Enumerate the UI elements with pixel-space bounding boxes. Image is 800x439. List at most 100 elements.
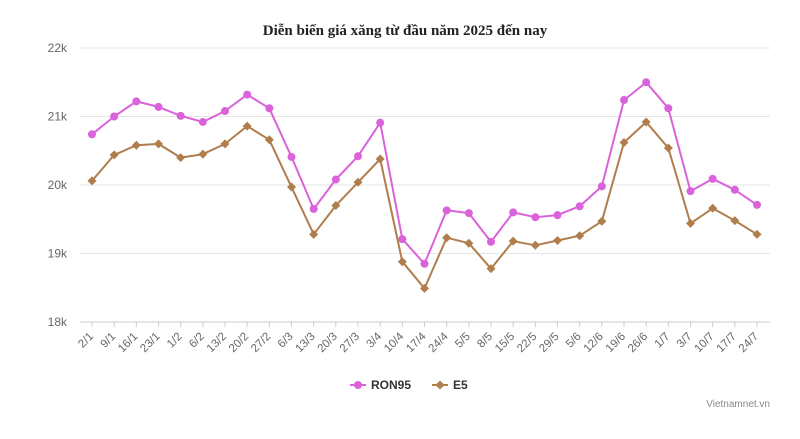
legend-item-e5[interactable]: E5 <box>432 378 468 392</box>
x-tick-label: 19/6 <box>604 331 628 355</box>
data-point[interactable] <box>354 152 362 161</box>
data-point[interactable] <box>464 238 474 248</box>
data-point[interactable] <box>509 208 518 217</box>
data-point[interactable] <box>508 236 518 246</box>
data-point[interactable] <box>708 174 717 183</box>
x-tick-label: 27/2 <box>249 331 273 355</box>
data-point[interactable] <box>464 209 473 218</box>
data-point[interactable] <box>353 177 363 187</box>
x-tick-label: 20/2 <box>227 331 251 355</box>
data-point[interactable] <box>88 130 96 139</box>
data-point[interactable] <box>487 237 495 246</box>
x-axis-ticks: 2/1 9/116/123/1 1/2 6/213/220/227/2 6/313/32… <box>76 322 761 355</box>
data-point[interactable] <box>753 200 761 209</box>
data-point[interactable] <box>132 97 141 106</box>
data-point[interactable] <box>264 135 274 145</box>
y-tick-label: 20k <box>48 178 68 192</box>
x-tick-label: 17/7 <box>715 331 739 355</box>
data-point[interactable] <box>730 216 740 226</box>
data-point[interactable] <box>620 96 628 105</box>
x-tick-label: 22/5 <box>515 331 539 355</box>
y-tick-label: 21k <box>48 110 68 124</box>
x-tick-label: 17/4 <box>404 330 429 355</box>
data-point[interactable] <box>309 229 319 239</box>
data-point[interactable] <box>597 216 607 226</box>
x-tick-label: 1/2 <box>165 331 185 351</box>
data-point[interactable] <box>397 257 407 267</box>
data-point[interactable] <box>243 90 252 99</box>
data-point[interactable] <box>242 121 252 131</box>
y-tick-label: 19k <box>48 247 68 261</box>
legend-label: RON95 <box>371 378 411 392</box>
data-point[interactable] <box>530 240 540 250</box>
data-point[interactable] <box>131 140 141 150</box>
data-point[interactable] <box>553 235 562 245</box>
x-tick-label: 10/4 <box>382 330 407 355</box>
data-point[interactable] <box>553 211 562 220</box>
x-tick-label: 3/7 <box>675 331 695 351</box>
gridlines <box>80 47 770 323</box>
x-tick-label: 8/5 <box>475 331 495 351</box>
x-tick-label: 5/6 <box>564 331 584 351</box>
data-point[interactable] <box>708 203 718 213</box>
data-point[interactable] <box>641 117 651 127</box>
y-tick-label: 18k <box>48 315 68 329</box>
y-axis-ticks: 18k 19k 20k 21k 22k <box>48 41 68 329</box>
chart-title: Diễn biến giá xăng từ đầu năm 2025 đến n… <box>263 23 548 39</box>
data-point[interactable] <box>597 182 606 191</box>
data-point[interactable] <box>442 233 452 243</box>
data-point[interactable] <box>375 154 385 164</box>
legend-item-ron95[interactable]: RON95 <box>350 378 411 392</box>
data-point[interactable] <box>575 202 584 211</box>
data-point[interactable] <box>420 283 429 293</box>
x-tick-label: 15/5 <box>493 331 517 355</box>
data-point[interactable] <box>154 102 163 111</box>
data-point[interactable] <box>619 138 629 148</box>
x-tick-label: 23/1 <box>138 331 162 355</box>
data-point[interactable] <box>220 139 230 149</box>
data-point[interactable] <box>642 78 651 87</box>
data-point[interactable] <box>198 149 208 159</box>
x-tick-label: 6/2 <box>187 331 207 351</box>
data-point[interactable] <box>287 152 296 161</box>
data-point[interactable] <box>663 143 673 153</box>
y-tick-label: 22k <box>48 41 68 55</box>
data-point[interactable] <box>398 235 407 244</box>
x-tick-label: 1/7 <box>653 331 673 351</box>
data-point[interactable] <box>686 218 695 228</box>
data-point[interactable] <box>287 182 296 192</box>
data-point[interactable] <box>752 229 762 239</box>
data-point[interactable] <box>442 206 451 215</box>
data-point[interactable] <box>221 107 229 116</box>
data-point[interactable] <box>176 153 186 163</box>
legend-marker <box>435 380 445 390</box>
data-point[interactable] <box>486 264 496 274</box>
x-tick-label: 9/1 <box>98 331 118 351</box>
legend-label: E5 <box>453 378 468 392</box>
data-point[interactable] <box>730 185 739 194</box>
x-tick-label: 13/3 <box>293 331 317 355</box>
data-point[interactable] <box>331 175 340 184</box>
x-tick-label: 26/6 <box>626 331 650 355</box>
data-point[interactable] <box>531 213 540 222</box>
x-tick-label: 5/5 <box>453 331 473 351</box>
data-point[interactable] <box>109 150 119 160</box>
data-point[interactable] <box>265 104 274 113</box>
data-point[interactable] <box>686 187 695 196</box>
x-tick-label: 20/3 <box>316 331 340 355</box>
data-point[interactable] <box>664 104 673 113</box>
x-tick-label: 6/3 <box>276 331 296 351</box>
data-point[interactable] <box>376 118 385 127</box>
data-point[interactable] <box>176 111 185 120</box>
data-point[interactable] <box>309 204 318 213</box>
data-point[interactable] <box>154 139 163 149</box>
x-tick-label: 10/7 <box>692 331 716 355</box>
data-point[interactable] <box>331 201 341 211</box>
x-tick-label: 29/5 <box>537 331 561 355</box>
data-point[interactable] <box>575 231 585 241</box>
data-point[interactable] <box>420 259 429 268</box>
data-point[interactable] <box>110 112 119 121</box>
data-point[interactable] <box>87 176 97 186</box>
data-point[interactable] <box>198 117 207 126</box>
